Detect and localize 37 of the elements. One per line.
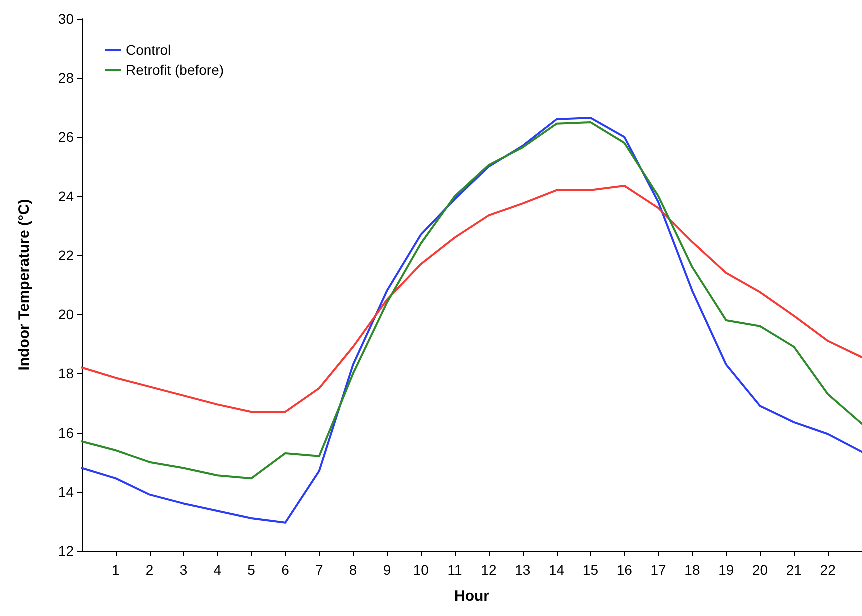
legend-label: Control bbox=[126, 42, 172, 58]
x-tick-label: 3 bbox=[180, 562, 188, 578]
x-tick-label: 18 bbox=[684, 562, 700, 578]
x-tick-label: 8 bbox=[349, 562, 358, 578]
y-tick-label: 26 bbox=[58, 129, 74, 146]
x-tick-label: 4 bbox=[214, 562, 222, 578]
y-tick-label: 18 bbox=[58, 366, 74, 382]
y-tick-label: 28 bbox=[58, 70, 74, 86]
y-tick-label: 20 bbox=[58, 306, 74, 323]
x-tick-label: 5 bbox=[248, 562, 256, 578]
x-axis-title: Hour bbox=[454, 588, 490, 605]
x-tick-label: 17 bbox=[650, 562, 667, 578]
x-tick-label: 10 bbox=[413, 562, 430, 578]
y-axis-title: Indoor Temperature (°C) bbox=[16, 199, 33, 371]
x-tick-label: 22 bbox=[820, 562, 836, 578]
x-tick-label: 21 bbox=[786, 562, 802, 578]
x-tick-label: 14 bbox=[548, 562, 565, 578]
x-tick-label: 9 bbox=[383, 562, 392, 578]
y-tick-label: 30 bbox=[58, 11, 74, 27]
y-tick-label: 24 bbox=[58, 188, 74, 204]
x-tick-label: 6 bbox=[282, 562, 290, 578]
legend-label: Retrofit (before) bbox=[126, 62, 224, 78]
x-tick-label: 13 bbox=[515, 562, 531, 578]
y-tick-label: 12 bbox=[58, 543, 74, 559]
line-series bbox=[81, 184, 862, 414]
x-tick-label: 15 bbox=[582, 562, 599, 578]
x-tick-label: 2 bbox=[146, 562, 154, 578]
x-tick-label: 7 bbox=[315, 562, 324, 578]
x-tick-label: 11 bbox=[448, 562, 463, 578]
x-tick-label: 1 bbox=[112, 562, 120, 578]
x-tick-label: 20 bbox=[752, 562, 768, 578]
y-tick-label: 16 bbox=[58, 424, 74, 441]
y-tick-label: 14 bbox=[58, 484, 74, 500]
y-tick-label: 22 bbox=[58, 247, 74, 264]
x-tick-label: 16 bbox=[616, 562, 633, 578]
x-tick-label: 12 bbox=[481, 562, 497, 578]
x-tick-label: 19 bbox=[718, 562, 734, 578]
